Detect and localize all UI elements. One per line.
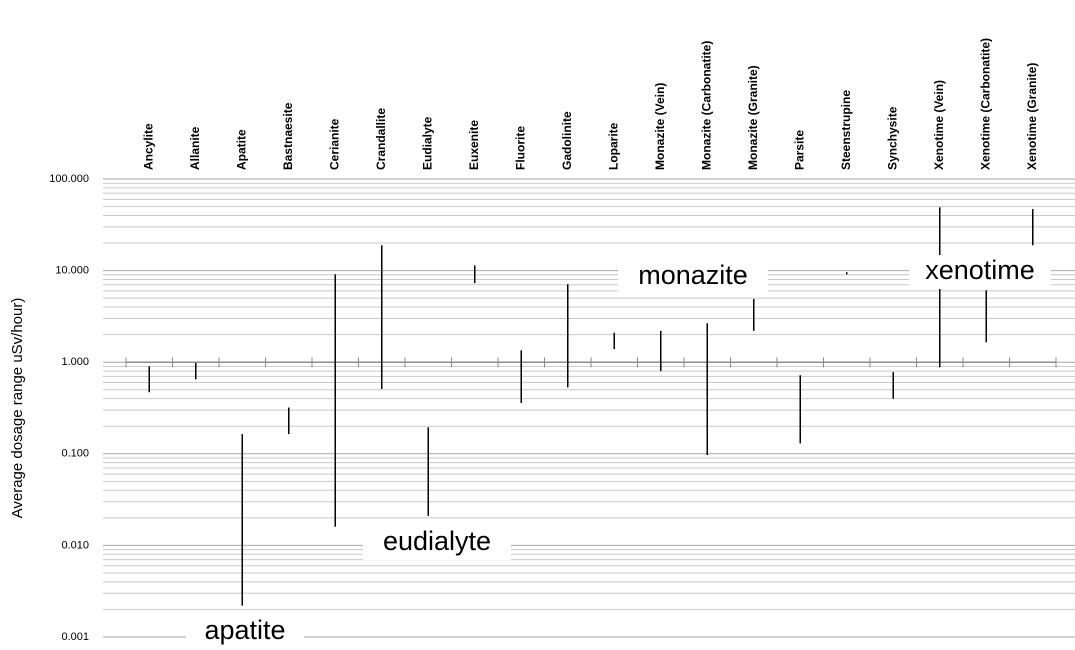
x-tick-label: Monazite (Carbonatite) xyxy=(699,41,713,170)
annotation-box xyxy=(618,260,768,294)
y-tick-label: 0.001 xyxy=(61,631,89,643)
x-tick-label: Crandallite xyxy=(374,108,388,170)
x-tick-label: Monazite (Granite) xyxy=(746,65,760,170)
x-tick-label: Synchysite xyxy=(885,106,899,170)
x-tick-label: Eudialyte xyxy=(420,116,434,170)
x-tick-label: Ancylite xyxy=(141,123,155,170)
x-tick-label: Monazite (Vein) xyxy=(653,83,667,170)
x-tick-label: Steenstrupine xyxy=(839,90,853,170)
annotation-box xyxy=(186,615,304,649)
x-tick-label: Euxenite xyxy=(467,120,481,170)
y-tick-label: 1.000 xyxy=(61,356,89,368)
x-tick-label: Cerianite xyxy=(327,118,341,170)
y-tick-label: 0.010 xyxy=(61,539,89,551)
y-axis-label: Average dosage range uSv/hour) xyxy=(9,298,26,519)
annotation-box xyxy=(363,526,511,560)
y-tick-label: 100.000 xyxy=(49,173,89,185)
annotation-box xyxy=(909,255,1051,289)
annotation: apatite xyxy=(204,615,285,645)
x-tick-label: Allanite xyxy=(188,126,202,170)
x-tick-label: Xenotime (Granite) xyxy=(1025,63,1039,170)
x-tick-label: Loparite xyxy=(606,122,620,170)
x-tick-label: Bastnaesite xyxy=(281,102,295,170)
x-tick-label: Parsite xyxy=(792,130,806,170)
x-tick-label: Apatite xyxy=(234,129,248,170)
x-tick-label: Gadolinite xyxy=(560,111,574,170)
x-tick-label: Fluorite xyxy=(513,126,527,170)
annotation: monazite xyxy=(638,260,748,290)
annotation: eudialyte xyxy=(383,526,491,556)
x-tick-label: Xenotime (Carbonatite) xyxy=(978,38,992,170)
y-tick-label: 0.100 xyxy=(61,448,89,460)
y-tick-label: 10.000 xyxy=(55,265,89,277)
annotation: xenotime xyxy=(925,255,1035,285)
x-tick-label: Xenotime (Vein) xyxy=(932,80,946,170)
